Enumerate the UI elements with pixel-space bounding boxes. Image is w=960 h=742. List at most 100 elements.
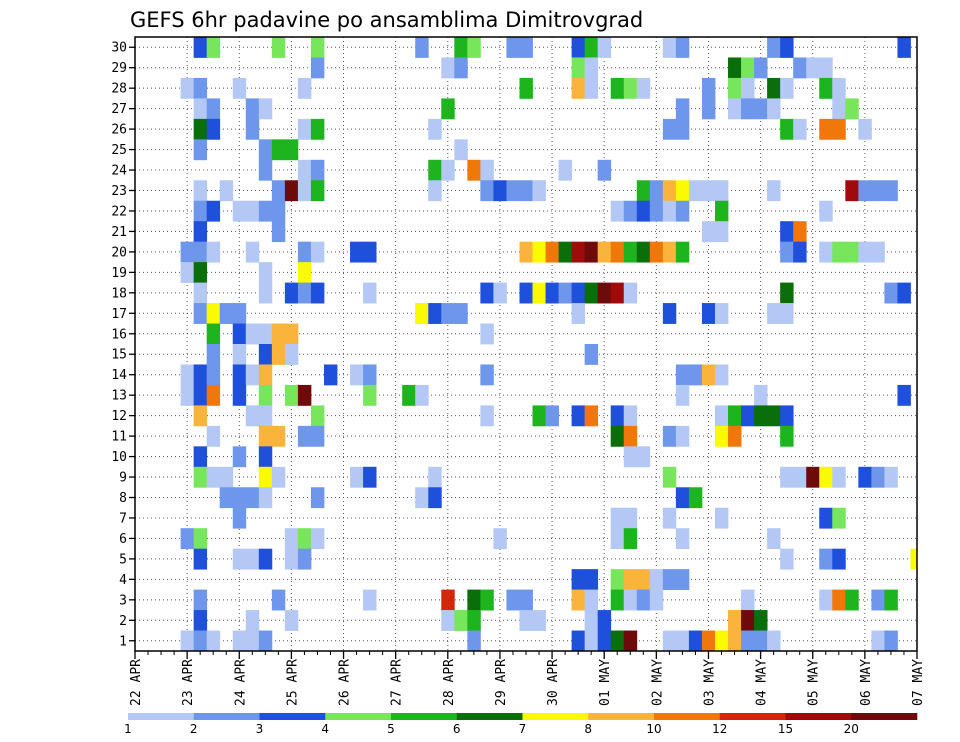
precip-cell — [767, 405, 781, 427]
precip-cell — [741, 630, 755, 651]
precip-cell — [232, 630, 247, 651]
precip-cell — [832, 589, 846, 611]
precip-cell — [441, 159, 455, 181]
precip-cell — [636, 446, 651, 468]
precip-cell — [271, 200, 286, 222]
precip-cell — [206, 323, 221, 345]
precip-cell — [675, 569, 690, 590]
y-tick-label: 25 — [111, 143, 127, 158]
y-tick-label: 30 — [111, 41, 127, 56]
precip-cell — [597, 610, 612, 631]
precip-cell — [884, 630, 898, 651]
precip-cell — [245, 323, 260, 345]
precip-cell — [780, 118, 794, 140]
x-tick-label: 26 APR — [338, 659, 353, 706]
precip-cell — [636, 77, 651, 99]
precip-cell — [714, 303, 729, 324]
precip-cell — [701, 77, 716, 99]
precip-cell — [519, 610, 533, 631]
precip-cell — [884, 466, 898, 488]
precip-cell — [350, 364, 364, 386]
precip-cell — [323, 364, 338, 386]
precip-cell — [623, 241, 638, 263]
y-tick-label: 1 — [119, 634, 127, 649]
precip-cell — [701, 303, 716, 324]
precip-cell — [310, 37, 325, 58]
precip-cell — [832, 466, 846, 488]
precip-cell — [297, 548, 312, 570]
precip-cell — [662, 180, 677, 202]
precip-cell — [428, 303, 442, 324]
y-tick-label: 6 — [119, 532, 127, 547]
precip-cell — [858, 466, 872, 488]
precip-cell — [584, 77, 599, 99]
precip-cell — [232, 507, 247, 529]
precip-cell — [232, 364, 247, 386]
precip-cell — [258, 548, 273, 570]
precip-cell — [897, 37, 911, 58]
precip-cell — [819, 118, 833, 140]
y-tick-label: 20 — [111, 245, 127, 260]
precip-cell — [793, 466, 807, 488]
precip-cell — [428, 466, 442, 488]
precip-cell — [610, 405, 625, 427]
precip-cell — [519, 241, 533, 263]
precip-cell — [193, 98, 208, 120]
y-tick-label: 27 — [111, 102, 127, 117]
precip-cell — [532, 610, 546, 631]
precip-cell — [819, 241, 833, 263]
precip-cell — [832, 77, 846, 99]
precip-cell — [258, 98, 273, 120]
precip-cell — [206, 37, 221, 58]
y-tick-label: 12 — [111, 409, 127, 424]
y-tick-label: 13 — [111, 389, 127, 404]
precip-cell — [793, 221, 807, 243]
precip-cell — [232, 548, 247, 570]
precip-cell — [206, 344, 221, 365]
precip-cell — [675, 37, 690, 58]
precip-cell — [741, 77, 755, 99]
precip-cell — [245, 610, 260, 631]
precip-cell — [180, 262, 195, 283]
precip-cell — [480, 159, 494, 181]
colorbar-label: 5 — [387, 722, 395, 736]
precip-cell — [284, 610, 299, 631]
y-axis-ticks: 1234567891011121314151617181920212223242… — [111, 41, 135, 649]
precip-cell — [845, 98, 859, 120]
precip-cell — [480, 589, 494, 611]
precip-cell — [610, 569, 625, 590]
precip-cell — [193, 630, 208, 651]
y-tick-label: 18 — [111, 286, 127, 301]
x-tick-label: 05 MAY — [807, 659, 822, 706]
precip-cell — [441, 610, 455, 631]
precip-cell — [428, 118, 442, 140]
precip-cell — [610, 630, 625, 651]
precip-cell — [506, 180, 520, 202]
precip-cell — [675, 200, 690, 222]
precip-cell — [454, 303, 468, 324]
precip-cell — [675, 180, 690, 202]
precip-cell — [193, 528, 208, 550]
precip-cell — [871, 241, 885, 263]
precip-cell — [206, 425, 221, 447]
precip-cell — [480, 323, 494, 345]
precip-cell — [728, 610, 742, 631]
y-tick-label: 16 — [111, 327, 127, 342]
precip-cell — [232, 303, 247, 324]
precip-cell — [310, 528, 325, 550]
precip-cell — [245, 118, 260, 140]
precip-cell — [193, 364, 208, 386]
precip-cell — [754, 98, 768, 120]
colorbar-swatch — [588, 713, 655, 720]
colorbar-label: 3 — [256, 722, 264, 736]
precip-cell — [258, 425, 273, 447]
x-tick-label: 23 APR — [181, 659, 196, 706]
precip-cell — [714, 405, 729, 427]
precip-cell — [688, 364, 703, 386]
y-tick-label: 10 — [111, 450, 127, 465]
precip-cell — [780, 425, 794, 447]
precip-cell — [780, 548, 794, 570]
precip-cell — [701, 630, 716, 651]
precip-cell — [245, 405, 260, 427]
precip-cell — [519, 589, 533, 611]
